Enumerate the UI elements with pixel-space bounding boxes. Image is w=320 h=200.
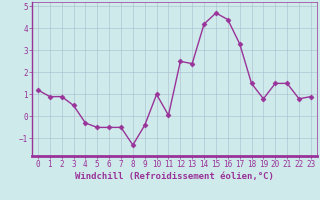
- X-axis label: Windchill (Refroidissement éolien,°C): Windchill (Refroidissement éolien,°C): [75, 172, 274, 181]
